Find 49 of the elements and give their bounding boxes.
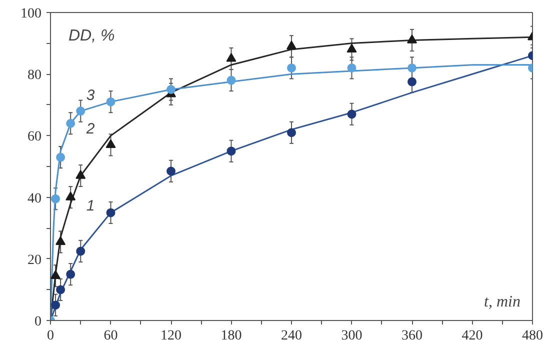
point [51,300,60,310]
point [226,53,236,62]
point [106,97,116,106]
point [166,166,176,176]
y-tick-label: 40 [28,191,42,206]
x-tick-label: 360 [402,328,422,344]
point [66,192,76,200]
point [76,106,86,116]
point [287,63,296,72]
series-label: 3 [86,86,96,104]
y-axis-title: DD, % [68,28,115,44]
point [106,139,116,148]
x-axis-title: t, min [484,294,521,310]
x-tick-label: 240 [281,328,302,344]
point [287,128,296,138]
point [347,63,356,72]
point [56,152,66,162]
point [408,77,416,86]
y-tick-label: 0 [34,314,42,330]
x-tick-label: 180 [220,328,242,344]
x-tick-label: 120 [160,328,182,344]
point [286,40,296,50]
y-tick-label: 100 [20,6,42,22]
x-tick-label: 480 [522,328,543,344]
point [166,85,176,94]
x-tick-label: 60 [104,328,118,344]
x-tick-label: 300 [341,328,362,344]
y-tick-label: 80 [28,68,42,84]
point [347,110,356,119]
y-tick-label: 20 [28,252,42,268]
x-tick-label: 420 [462,328,483,344]
point [408,63,416,72]
series-label: 2 [85,120,96,138]
point [50,270,61,279]
series-label: 1 [86,198,95,215]
point [56,285,66,294]
point [226,76,236,85]
point [346,44,357,53]
point [66,270,76,279]
x-tick-label: 0 [47,328,54,344]
point [76,246,86,256]
point [226,146,236,156]
point [106,208,116,218]
point [66,118,76,128]
point [76,170,86,179]
point [51,194,60,204]
point [407,34,417,44]
y-tick-label: 60 [28,130,42,145]
point [56,236,66,246]
